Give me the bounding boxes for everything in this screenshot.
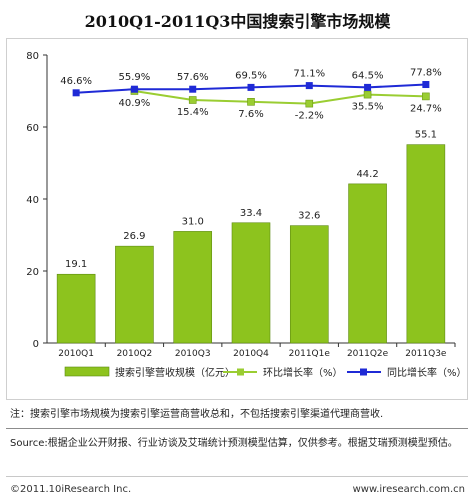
mom-growth-marker [305,99,314,108]
legend-bar-swatch [64,366,110,377]
bar [406,144,446,344]
divider [6,476,468,477]
y-tick-label: 40 [26,195,39,206]
yoy-growth-marker [422,81,430,89]
yoy-growth-marker [72,89,80,97]
bar-value-label: 44.2 [356,169,378,180]
x-tick-label: 2011Q1e [289,349,331,359]
yoy-growth-marker [247,83,255,91]
x-tick-label: 2010Q3 [175,349,211,359]
yoy-growth-label: 71.1% [293,69,325,80]
yoy-growth-marker [130,85,138,93]
legend-bar-label: 搜索引擎营收规模（亿元） [115,366,235,379]
bar [56,273,96,344]
bar [289,225,329,344]
chart-title: 2010Q1-2011Q3中国搜索引擎市场规模 [84,12,391,31]
mom-growth-marker [363,90,372,99]
legend-mom-label: 环比增长率（%） [263,366,343,379]
x-tick-label: 2011Q3e [405,349,447,359]
yoy-growth-label: 57.6% [177,72,209,83]
bar-value-label: 32.6 [298,211,320,222]
yoy-growth-label: 77.8% [410,68,442,79]
website-link[interactable]: www.iresearch.com.cn [352,484,465,495]
mom-growth-label: 15.4% [177,107,209,118]
bar-value-label: 19.1 [65,259,87,270]
mom-growth-label: 40.9% [119,98,151,109]
bar-value-label: 55.1 [415,130,437,141]
chart-frame: 0 20 40 60 80 2010Q1 2010Q2 2010Q3 2010Q4 2011Q1e… [6,38,468,400]
mom-growth-line [134,90,426,105]
bar [115,245,154,344]
copyright: ©2011.10iResearch Inc. [10,484,132,495]
footnote: 注：搜索引擎市场规模为搜索引擎运营商营收总和，不包括搜索引擎渠道代理商营收. [10,409,384,420]
legend-yoy-marker [360,368,367,376]
yoy-growth-marker [364,83,372,91]
y-tick-label: 0 [33,339,39,350]
mom-growth-label: 7.6% [238,109,263,120]
bar [231,222,271,344]
yoy-growth-label: 69.5% [235,70,267,81]
bar [348,183,387,344]
legend-yoy-label: 同比增长率（%） [387,366,467,379]
y-tick-label: 60 [26,123,39,134]
yoy-growth-marker [189,85,197,93]
bar-value-label: 26.9 [123,231,145,242]
yoy-growth-marker [305,82,313,90]
mom-growth-marker [247,97,255,106]
mom-growth-label: 35.5% [352,102,384,113]
x-tick-label: 2010Q1 [58,349,94,359]
mom-growth-marker [422,92,430,101]
divider [6,428,468,429]
source-text: Source:根据企业公开财报、行业访谈及艾瑞统计预测模型估算，仅供参考。根据艾… [10,438,458,449]
bar [173,231,213,344]
chart-svg: 0 20 40 60 80 2010Q1 2010Q2 2010Q3 2010Q4 2011Q1e… [26,51,467,379]
yoy-growth-label: 55.9% [119,72,151,83]
yoy-growth-label: 64.5% [352,70,384,81]
y-tick-label: 20 [26,267,39,278]
yoy-growth-label: 46.6% [60,76,92,87]
legend-mom-marker [237,368,244,376]
mom-growth-marker [188,96,197,104]
x-tick-label: 2010Q4 [233,349,269,359]
mom-growth-label: 24.7% [410,103,442,114]
y-tick-label: 80 [26,51,39,62]
mom-growth-label: -2.2% [295,111,324,122]
bar-value-label: 31.0 [182,216,204,227]
x-tick-label: 2011Q2e [347,349,389,359]
x-tick-label: 2010Q2 [117,349,153,359]
bar-value-label: 33.4 [240,208,262,219]
